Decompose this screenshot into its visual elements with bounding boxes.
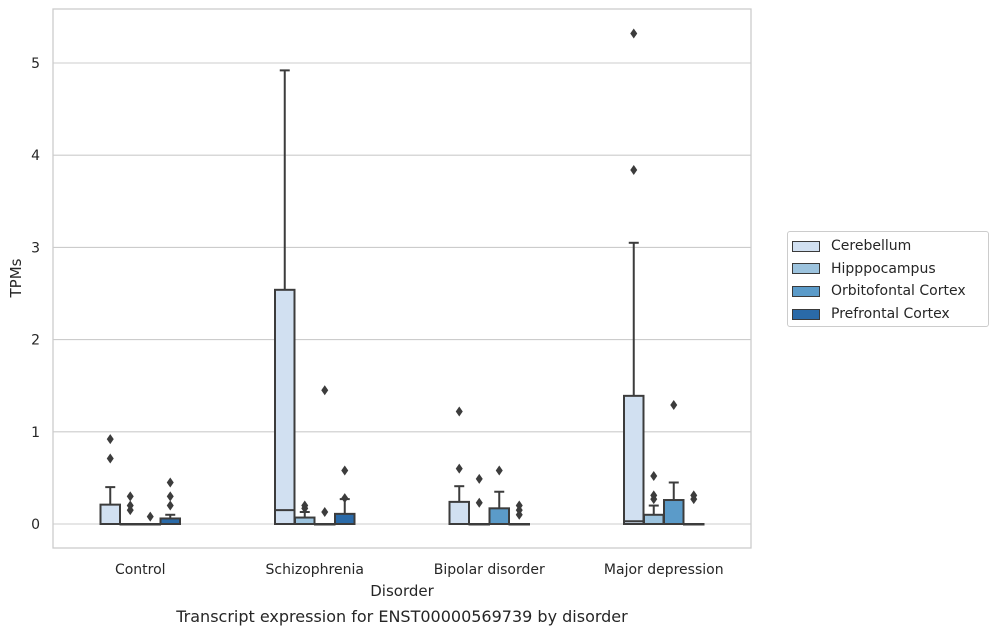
outlier-point	[321, 385, 329, 396]
legend-item: Prefrontal Cortex	[792, 303, 988, 326]
y-tick-label: 0	[31, 517, 40, 533]
x-axis-label: Disorder	[370, 582, 434, 600]
legend-item: Orbitofontal Cortex	[792, 280, 988, 303]
y-tick-label: 1	[31, 425, 40, 441]
legend-label: Cerebellum	[831, 238, 912, 255]
box	[623, 394, 645, 526]
box	[643, 513, 665, 526]
outlier-point	[690, 490, 698, 501]
y-tick-label: 5	[31, 56, 40, 72]
box-prefrontal-cortex-2	[508, 500, 530, 526]
y-tick-labels: 0 1 2 3 4 5	[31, 56, 40, 533]
outlier-point	[146, 511, 154, 522]
box	[663, 499, 685, 526]
legend-swatch	[792, 308, 820, 320]
plot-border	[52, 8, 752, 549]
outlier-point	[321, 507, 329, 518]
outlier-point	[455, 463, 463, 474]
outlier-point	[166, 491, 174, 502]
gridlines	[53, 62, 751, 525]
outlier-point	[495, 465, 503, 476]
y-axis-label: TPMs	[7, 258, 25, 298]
outlier-point	[630, 164, 638, 175]
plot-frame	[52, 8, 752, 549]
chart-title: Transcript expression for ENST0000056973…	[175, 607, 628, 626]
outlier-point	[166, 477, 174, 488]
y-tick-label: 4	[31, 148, 40, 164]
box-orbitofontal-cortex-3	[663, 400, 685, 526]
x-tick-labels: Control Schizophrenia Bipolar disorder Majo…	[115, 562, 724, 578]
box	[448, 500, 470, 526]
legend-label: Prefrontal Cortex	[831, 306, 950, 323]
outlier-point	[650, 490, 658, 501]
legend-item: Hipppocampus	[792, 258, 988, 281]
box-hipppocampus-2	[468, 473, 490, 526]
box-prefrontal-cortex-0	[159, 477, 181, 526]
box-hipppocampus-3	[643, 471, 665, 526]
x-tick-label: Schizophrenia	[266, 562, 364, 578]
box-hipppocampus-1	[294, 500, 316, 526]
outlier-point	[106, 434, 114, 445]
legend-swatch	[792, 285, 820, 297]
outlier-point	[670, 400, 678, 411]
outlier-point	[455, 406, 463, 417]
outlier-point	[475, 497, 483, 508]
box-prefrontal-cortex-1	[334, 465, 356, 525]
legend-swatch	[792, 240, 820, 252]
outlier-point	[630, 28, 638, 39]
box-cerebellum-2	[448, 406, 470, 526]
box-orbitofontal-cortex-0	[139, 511, 161, 526]
y-tick-label: 2	[31, 333, 40, 349]
outlier-point	[166, 500, 174, 511]
outlier-point	[515, 500, 523, 511]
x-tick-label: Control	[115, 562, 166, 578]
outlier-point	[650, 471, 658, 482]
outlier-point	[126, 500, 134, 511]
outlier-point	[106, 453, 114, 464]
box-hipppocampus-0	[119, 491, 141, 526]
box	[488, 507, 510, 525]
y-tick-label: 3	[31, 240, 40, 256]
outlier-point	[341, 493, 349, 504]
box-cerebellum-0	[99, 434, 121, 525]
box-prefrontal-cortex-3	[683, 490, 705, 526]
legend-label: Orbitofontal Cortex	[831, 283, 966, 300]
box-orbitofontal-cortex-2	[488, 465, 510, 525]
boxes-layer	[99, 28, 705, 526]
outlier-point	[301, 500, 309, 511]
box-cerebellum-1	[274, 69, 296, 526]
outlier-point	[475, 473, 483, 484]
box	[99, 503, 121, 525]
legend-item: Cerebellum	[792, 235, 988, 258]
legend-label: Hipppocampus	[831, 260, 936, 277]
x-tick-label: Bipolar disorder	[434, 562, 545, 578]
box-orbitofontal-cortex-1	[314, 385, 336, 526]
box-cerebellum-3	[623, 28, 645, 526]
outlier-point	[341, 465, 349, 476]
outlier-point	[126, 491, 134, 502]
legend: Cerebellum Hipppocampus Orbitofontal Corte…	[787, 231, 989, 327]
box	[274, 288, 296, 526]
legend-swatch	[792, 263, 820, 275]
x-tick-label: Major depression	[604, 562, 724, 578]
box	[334, 512, 356, 525]
